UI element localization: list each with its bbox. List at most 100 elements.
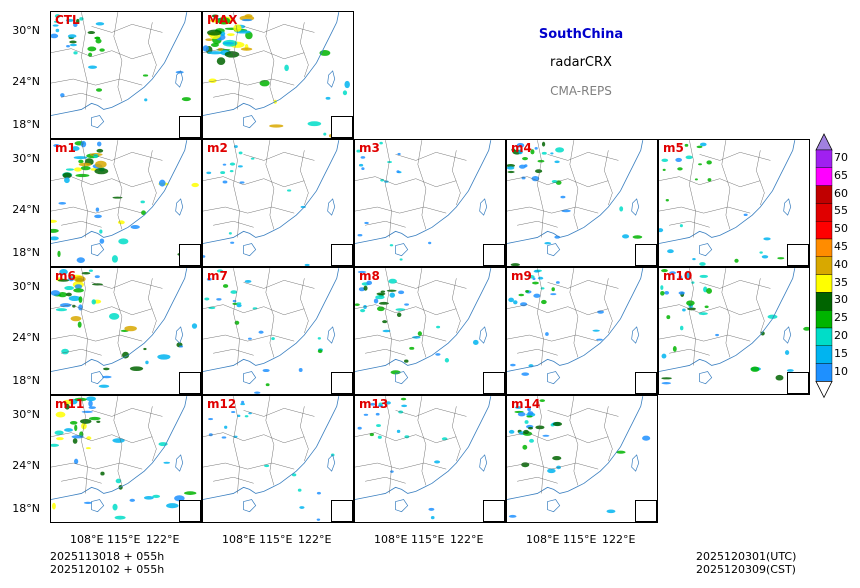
lat-tick-label: 30°N (12, 408, 40, 421)
province-border (148, 150, 157, 206)
colorbar-segment (815, 149, 833, 168)
radar-echo (661, 158, 669, 163)
radar-echo (247, 337, 252, 340)
province-border (51, 304, 153, 315)
lon-tick-label: 115°E (563, 533, 597, 546)
panel-label: m1 (55, 141, 76, 155)
radar-echo (434, 460, 441, 464)
init-time-utc: 2025113018 + 055h (50, 550, 165, 563)
radar-echo (191, 182, 199, 188)
radar-echo (803, 326, 809, 331)
province-border (113, 268, 123, 358)
radar-echo (378, 301, 389, 305)
radar-echo (179, 345, 184, 348)
radar-echo (355, 303, 360, 307)
radar-echo (77, 321, 82, 328)
coastline (659, 140, 796, 244)
colorbar-segment (815, 238, 833, 257)
province-border (81, 268, 88, 366)
map-panel-m13: m13 (354, 395, 506, 523)
colorbar-segment (815, 327, 833, 346)
radar-echo (117, 220, 125, 225)
province-border (355, 462, 447, 470)
map-canvas (659, 140, 796, 266)
radar-echo (380, 290, 386, 293)
radar-echo (224, 425, 228, 429)
colorbar-extend-max (815, 133, 833, 151)
radar-echo (74, 458, 79, 465)
province-border (243, 280, 315, 289)
map-canvas (507, 140, 653, 266)
radar-echo (677, 167, 683, 171)
province-border (507, 432, 609, 443)
province-border (213, 93, 254, 100)
radar-echo (158, 179, 166, 187)
radar-echo (244, 415, 249, 418)
colorbar-segment (815, 220, 833, 240)
taiwan-island (631, 198, 640, 216)
radar-echo (264, 464, 270, 468)
radar-echo (533, 293, 541, 298)
radar-echo (370, 402, 375, 406)
radar-echo (537, 159, 545, 163)
radar-echo (87, 65, 98, 69)
radar-echo (545, 332, 549, 336)
province-border (452, 278, 461, 334)
radar-echo (65, 292, 72, 297)
province-border (243, 24, 315, 33)
radar-echo (552, 421, 563, 427)
radar-echo (129, 366, 144, 372)
province-border (659, 334, 751, 342)
radar-echo (97, 141, 102, 147)
province-border (604, 150, 613, 206)
coastline (507, 268, 644, 372)
hainan-island (547, 243, 561, 257)
province-border (203, 304, 305, 315)
lon-tick-label: 115°E (107, 533, 141, 546)
hainan-island (395, 499, 409, 513)
radar-echo (699, 262, 706, 266)
coastline (203, 12, 340, 116)
radar-echo (96, 148, 104, 153)
radar-echo (441, 437, 448, 441)
radar-echo (597, 310, 604, 314)
radar-echo (363, 413, 369, 416)
coastline (51, 12, 188, 116)
province-border (537, 268, 544, 366)
radar-echo (373, 298, 379, 304)
radar-echo (250, 157, 255, 160)
radar-echo (387, 161, 392, 164)
radar-echo (537, 276, 544, 280)
radar-echo (69, 43, 77, 47)
radar-echo (87, 31, 96, 35)
radar-echo (57, 250, 61, 257)
taiwan-island (631, 326, 640, 344)
valid-time-cst: 2025120309(CST) (696, 563, 796, 576)
radar-echo (86, 396, 96, 402)
radar-echo (304, 263, 310, 266)
colorbar (815, 133, 833, 399)
radar-echo (129, 498, 136, 502)
radar-echo (130, 224, 140, 230)
radar-echo (358, 163, 364, 167)
province-border (51, 48, 153, 59)
taiwan-island (327, 198, 336, 216)
map-canvas (355, 140, 492, 261)
radar-echo (507, 170, 515, 174)
map-canvas (203, 12, 350, 138)
colorbar-segment (815, 274, 833, 293)
province-border (61, 221, 102, 228)
radar-echo (555, 147, 565, 153)
map-panel-m3: m3 (354, 139, 506, 267)
radar-echo (750, 366, 760, 372)
radar-echo (236, 302, 242, 305)
radar-echo (239, 181, 245, 184)
province-border (452, 406, 461, 462)
radar-echo (58, 201, 67, 205)
colorbar-tick-label: 20 (834, 329, 848, 342)
province-border (203, 432, 305, 443)
panel-label: m4 (511, 141, 532, 155)
radar-echo (516, 142, 525, 148)
radar-echo (80, 166, 91, 171)
lat-tick-label: 24°N (12, 203, 40, 216)
